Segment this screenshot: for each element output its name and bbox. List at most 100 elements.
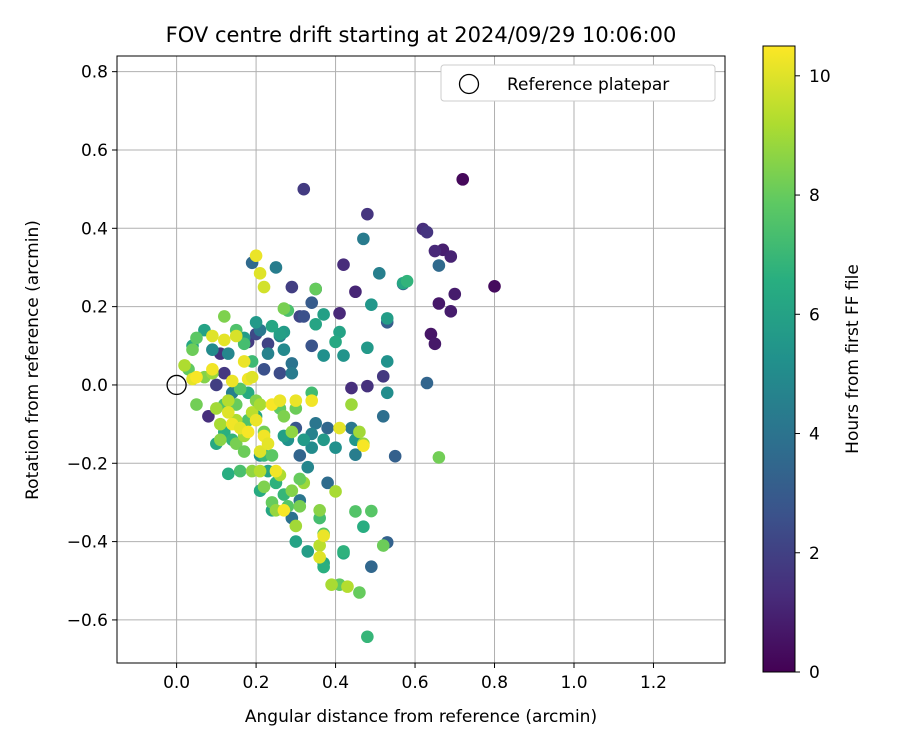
data-point (289, 535, 303, 548)
data-point (206, 362, 219, 376)
y-tick-label: 0.6 (81, 141, 108, 161)
data-point (289, 394, 303, 407)
data-point (456, 173, 470, 186)
plot-background (117, 56, 725, 663)
data-point (333, 325, 346, 339)
data-point (277, 343, 291, 357)
colorbar-tick-label: 8 (809, 186, 820, 206)
data-point (293, 449, 307, 462)
x-tick-label: 0.4 (322, 673, 349, 693)
data-point (241, 425, 255, 439)
data-point (349, 285, 362, 299)
data-point (313, 503, 326, 517)
data-point (337, 545, 350, 558)
data-point (301, 545, 315, 558)
data-point (297, 433, 311, 447)
data-point (233, 464, 247, 478)
colorbar-label: Hours from first FF file (843, 264, 863, 454)
data-point (277, 409, 291, 423)
data-point (285, 425, 299, 439)
data-point (309, 417, 322, 430)
data-point (277, 302, 291, 315)
data-point (237, 445, 251, 458)
data-point (297, 310, 311, 323)
data-point (317, 433, 330, 447)
data-point (317, 560, 330, 574)
data-point (217, 366, 231, 380)
data-point (261, 437, 275, 450)
data-point (353, 425, 366, 439)
data-point (285, 484, 299, 497)
data-point (285, 280, 299, 294)
data-point (225, 374, 239, 388)
data-point (313, 550, 326, 564)
data-point (380, 386, 394, 400)
data-point (214, 433, 227, 447)
data-point (253, 398, 267, 411)
data-point (376, 409, 390, 423)
data-point (305, 394, 319, 407)
data-point (428, 244, 442, 258)
data-point (345, 398, 358, 411)
data-point (380, 355, 394, 368)
data-point (376, 370, 390, 383)
data-point (420, 225, 434, 239)
data-point (257, 280, 271, 294)
data-point (361, 207, 374, 221)
data-point (337, 258, 350, 272)
data-point (221, 406, 235, 419)
data-point (365, 504, 378, 518)
data-point (214, 417, 227, 431)
data-point (329, 441, 342, 454)
data-point (277, 503, 291, 517)
data-point (432, 259, 446, 272)
data-point (273, 394, 287, 407)
data-point (321, 421, 334, 435)
data-point (361, 341, 374, 355)
data-point (321, 476, 334, 490)
legend: Reference platepar (440, 64, 716, 102)
data-point (269, 261, 283, 274)
data-point (317, 308, 330, 321)
data-point (428, 337, 442, 351)
data-point (333, 306, 346, 320)
plot-area (116, 55, 726, 664)
y-tick-label: −0.6 (67, 611, 108, 631)
data-point (293, 472, 307, 486)
y-tick-label: −0.2 (67, 454, 108, 474)
data-point (329, 335, 342, 349)
data-point (345, 381, 358, 395)
legend-box (440, 64, 716, 102)
colorbar: 0 2 4 6 8 10 Hours from first FF file (762, 45, 863, 683)
data-point (301, 460, 315, 474)
data-point (341, 580, 354, 593)
data-point (357, 439, 370, 452)
data-point (261, 347, 275, 360)
data-point (217, 333, 231, 347)
colorbar-tick-label: 6 (809, 305, 820, 325)
colorbar-gradient (762, 45, 796, 673)
y-tick-label: 0.0 (81, 376, 108, 396)
data-point (178, 359, 191, 372)
y-tick-label: 0.8 (81, 63, 108, 83)
data-point (257, 362, 271, 376)
data-point (273, 327, 287, 341)
x-axis: 0.0 0.2 0.4 0.6 0.8 1.0 1.2 (163, 663, 667, 693)
data-point (210, 402, 223, 415)
data-point (265, 449, 279, 462)
data-point (229, 329, 243, 343)
chart-title: FOV centre drift starting at 2024/09/29 … (166, 23, 677, 47)
data-point (388, 449, 402, 463)
data-point (249, 249, 263, 263)
data-point (249, 315, 263, 329)
data-point (353, 586, 366, 599)
data-point (190, 370, 203, 384)
data-point (376, 539, 390, 552)
data-point (257, 480, 271, 494)
data-point (349, 448, 362, 461)
data-point (325, 578, 338, 591)
data-point (313, 539, 326, 552)
x-tick-label: 0.8 (481, 673, 508, 693)
data-point (249, 413, 263, 427)
